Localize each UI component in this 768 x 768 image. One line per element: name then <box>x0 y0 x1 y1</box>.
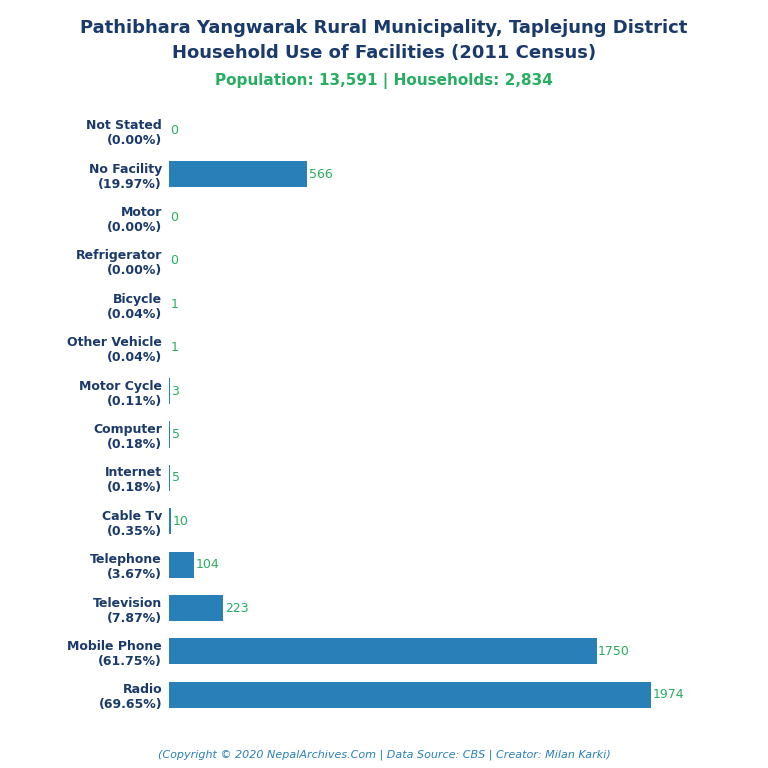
Text: 0: 0 <box>170 211 178 224</box>
Text: 5: 5 <box>171 472 180 485</box>
Bar <box>169 595 223 621</box>
Text: 1: 1 <box>170 341 178 354</box>
Text: 1750: 1750 <box>598 645 630 658</box>
Text: 1974: 1974 <box>653 688 684 701</box>
Text: 223: 223 <box>225 601 249 614</box>
Bar <box>169 422 170 448</box>
Text: 1: 1 <box>170 298 178 311</box>
Text: 10: 10 <box>173 515 189 528</box>
Text: 3: 3 <box>171 385 179 398</box>
Text: 0: 0 <box>170 254 178 267</box>
Text: 104: 104 <box>196 558 220 571</box>
Text: (Copyright © 2020 NepalArchives.Com | Data Source: CBS | Creator: Milan Karki): (Copyright © 2020 NepalArchives.Com | Da… <box>157 750 611 760</box>
Bar <box>169 638 597 664</box>
Bar <box>169 161 307 187</box>
Bar <box>169 508 171 535</box>
Text: 0: 0 <box>170 124 178 137</box>
Text: 566: 566 <box>309 167 333 180</box>
Bar <box>169 551 194 578</box>
Text: Population: 13,591 | Households: 2,834: Population: 13,591 | Households: 2,834 <box>215 73 553 89</box>
Text: Household Use of Facilities (2011 Census): Household Use of Facilities (2011 Census… <box>172 44 596 61</box>
Text: 5: 5 <box>171 428 180 441</box>
Bar <box>169 465 170 491</box>
Text: Pathibhara Yangwarak Rural Municipality, Taplejung District: Pathibhara Yangwarak Rural Municipality,… <box>81 19 687 37</box>
Bar <box>169 682 651 708</box>
